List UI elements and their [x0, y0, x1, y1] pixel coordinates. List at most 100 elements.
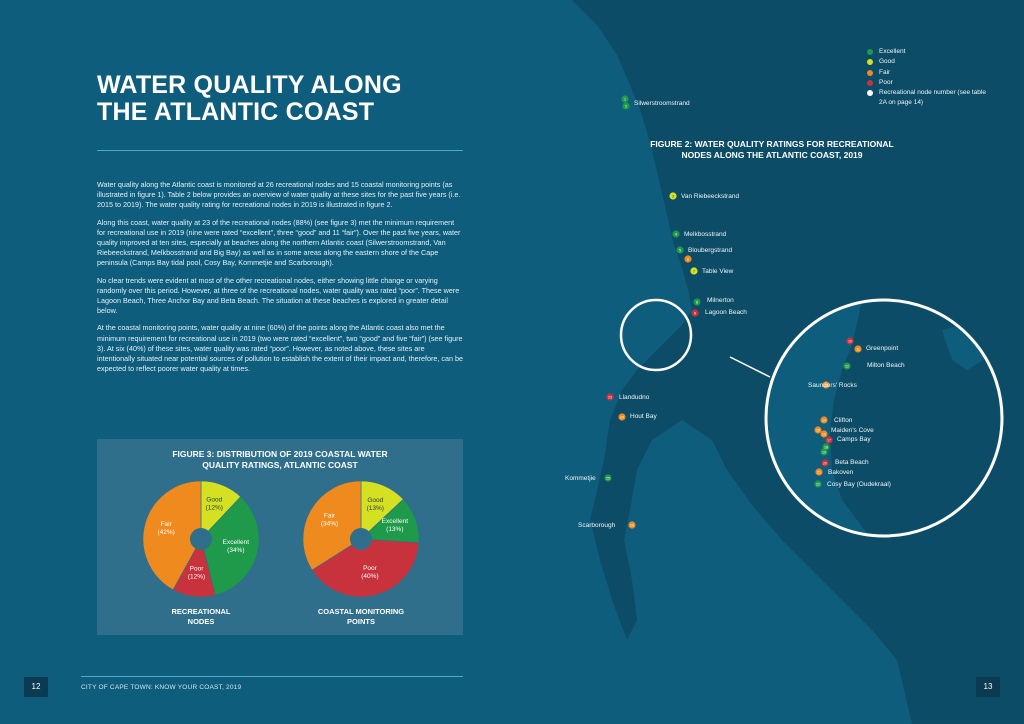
- node-marker[interactable]: [669, 192, 677, 200]
- figure-2-title-line-2: NODES ALONG THE ATLANTIC COAST, 2019: [681, 150, 863, 160]
- node-marker[interactable]: [814, 480, 822, 488]
- legend-item-good: Good: [867, 57, 987, 67]
- map-label: Bloubergstrand: [688, 247, 733, 254]
- node-number: 13: [824, 384, 828, 388]
- figure-2-title-line-1: FIGURE 2: WATER QUALITY RATINGS FOR RECR…: [650, 139, 894, 149]
- node-markers: 1234567892324252610111213141516171819202…: [604, 95, 862, 529]
- caption-line-2: POINTS: [347, 616, 375, 626]
- legend-item-poor: Poor: [867, 78, 987, 88]
- paragraph: No clear trends were evident at most of …: [97, 275, 460, 316]
- node-number: 22: [816, 483, 820, 487]
- node-marker[interactable]: [825, 436, 833, 444]
- map-label: Lagoon Beach: [705, 309, 747, 316]
- pie-slice-poor: [311, 538, 420, 598]
- map-label: Greenpoint: [866, 345, 899, 352]
- node-marker[interactable]: [628, 521, 636, 529]
- node-marker[interactable]: [621, 95, 629, 103]
- node-marker[interactable]: [606, 393, 614, 401]
- title-divider: [97, 150, 463, 151]
- pie-label: Poor (40%): [361, 565, 378, 580]
- node-marker[interactable]: [676, 246, 684, 254]
- node-marker[interactable]: [693, 298, 701, 306]
- caption-line-1: COASTAL MONITORING: [317, 607, 405, 616]
- map-label: Milnerton: [707, 297, 734, 304]
- node-number: 21: [817, 471, 821, 475]
- left-page: WATER QUALITY ALONG THE ATLANTIC COAST W…: [24, 71, 463, 697]
- legend-swatch: [867, 79, 873, 86]
- node-marker[interactable]: [691, 309, 699, 317]
- legend-label: Recreational node number (see table 2A o…: [879, 89, 986, 107]
- map-label: Van Riebeeckstrand: [681, 193, 740, 200]
- node-marker[interactable]: [821, 459, 829, 467]
- figure-3-title-line-1: FIGURE 3: DISTRIBUTION OF 2019 COASTAL W…: [172, 449, 388, 459]
- figure-3-title-line-2: QUALITY RATINGS, ATLANTIC COAST: [202, 459, 358, 470]
- node-marker[interactable]: [843, 362, 851, 370]
- pie-slice-fair: [142, 480, 202, 591]
- zoom-connector-line: [729, 356, 771, 378]
- node-number: 24: [620, 416, 624, 420]
- body-text: Water quality along the Atlantic coast i…: [97, 180, 463, 381]
- legend-label: Poor: [879, 78, 893, 86]
- footer-divider: [81, 676, 463, 677]
- title-line-1: WATER QUALITY ALONG: [97, 71, 402, 99]
- node-marker[interactable]: [814, 426, 822, 434]
- map-legend: Excellent Good Fair Poor Recreational no…: [867, 47, 987, 109]
- node-number: 20: [823, 462, 827, 466]
- legend-item-excellent: Excellent: [867, 47, 987, 57]
- node-number: 4: [675, 233, 677, 237]
- legend-item-fair: Fair: [867, 68, 987, 78]
- pie-slice-excellent: [200, 496, 260, 596]
- node-number: 9: [694, 312, 696, 316]
- zoom-source-circle: [619, 298, 693, 372]
- node-number: 25: [606, 477, 610, 481]
- paragraph: At the coastal monitoring points, water …: [97, 323, 463, 374]
- map-label: Maiden's Cove: [831, 427, 874, 434]
- node-marker[interactable]: [846, 337, 854, 345]
- node-number: 26: [630, 524, 634, 528]
- caption-line-1: RECREATIONAL: [171, 607, 231, 616]
- map-label: Silwerstroomstrand: [634, 100, 690, 107]
- legend-swatch: [867, 59, 873, 66]
- legend-swatch: [867, 90, 873, 97]
- figure-3-title: FIGURE 3: DISTRIBUTION OF 2019 COASTAL W…: [97, 449, 463, 470]
- node-marker[interactable]: [672, 230, 680, 238]
- node-number: 17: [827, 439, 831, 443]
- map-label: Camps Bay: [837, 436, 871, 443]
- pie-label: Excellent (13%): [382, 518, 409, 533]
- node-marker[interactable]: [820, 448, 828, 456]
- map-label: Kommetjie: [565, 475, 596, 482]
- legend-item-node-number: Recreational node number (see table 2A o…: [867, 88, 987, 109]
- pie-label: Excellent (34%): [223, 539, 250, 554]
- page-number-left: 12: [24, 677, 48, 697]
- node-marker[interactable]: [822, 381, 830, 389]
- map-label: Scarborough: [578, 522, 616, 529]
- pie-label: Poor (12%): [188, 566, 205, 581]
- node-marker[interactable]: [684, 255, 692, 263]
- caption-line-2: NODES: [187, 616, 215, 626]
- map-label: Milton Beach: [867, 362, 905, 369]
- node-number: 5: [679, 249, 681, 253]
- node-marker[interactable]: [815, 468, 823, 476]
- pie-label: Fair (34%): [321, 513, 338, 528]
- node-number: 7: [693, 270, 695, 274]
- map-label: Saunders' Rocks: [808, 382, 857, 389]
- paragraph: Water quality along the Atlantic coast i…: [97, 180, 461, 210]
- pie-caption-recreational: RECREATIONAL NODES: [136, 607, 266, 626]
- legend-label: Fair: [879, 68, 891, 76]
- node-marker[interactable]: [820, 416, 828, 424]
- node-marker[interactable]: [854, 345, 862, 353]
- map-label: Hout Bay: [630, 413, 657, 420]
- node-marker[interactable]: [690, 267, 698, 275]
- page-title: WATER QUALITY ALONG THE ATLANTIC COAST: [97, 72, 402, 126]
- node-marker[interactable]: [622, 102, 630, 110]
- pie-label: Good (13%): [367, 497, 384, 512]
- title-line-2: THE ATLANTIC COAST: [97, 98, 375, 126]
- pie-label: Fair (42%): [157, 521, 174, 536]
- legend-label: Good: [879, 58, 895, 66]
- right-page: 1 2 3 4 5 6 7 8 9 23 24 25 26 10 11 12 13 14 15 16 17 18 19 20 2…: [512, 0, 1024, 724]
- node-marker[interactable]: [604, 474, 612, 482]
- node-number: 14: [822, 419, 826, 423]
- node-marker[interactable]: [618, 413, 626, 421]
- node-marker[interactable]: [820, 430, 828, 438]
- node-number: 19: [822, 451, 826, 455]
